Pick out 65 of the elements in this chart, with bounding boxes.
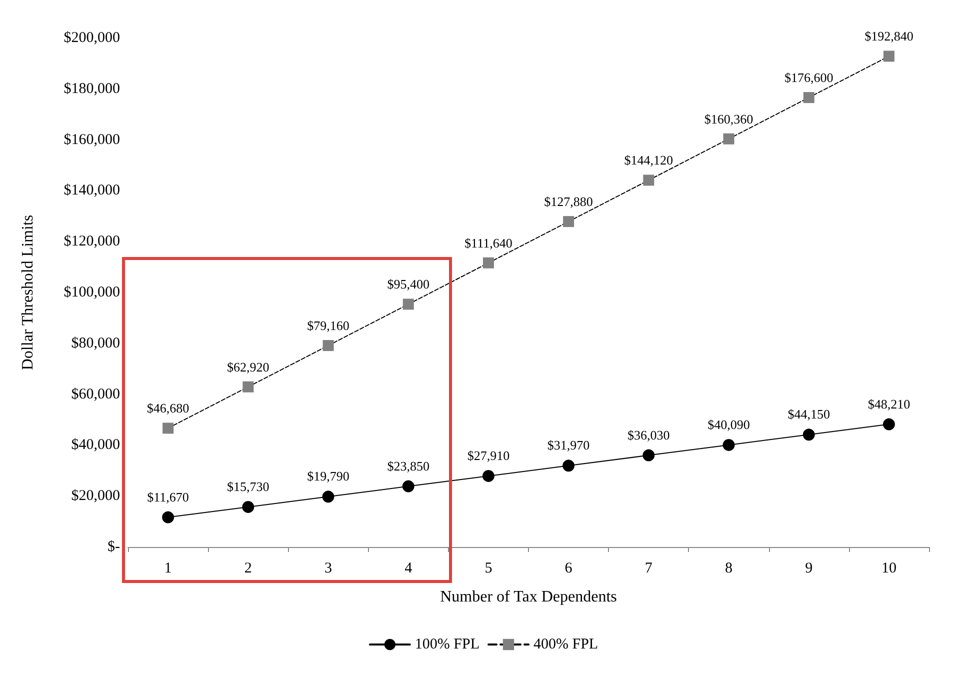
y-tick-label: $80,000: [71, 335, 120, 352]
point: [642, 449, 655, 462]
point: [802, 428, 815, 441]
data-label: $192,840: [864, 28, 914, 44]
point: [882, 418, 895, 430]
point: [803, 92, 814, 104]
legend-label: 400% FPL: [534, 636, 598, 652]
data-label: $36,030: [628, 427, 670, 442]
data-label: $176,600: [784, 70, 834, 86]
x-tick-label: 4: [404, 560, 413, 576]
data-label: $48,210: [868, 396, 910, 412]
data-label: $160,360: [704, 111, 754, 126]
point: [482, 257, 494, 268]
y-tick-label: $180,000: [64, 80, 120, 97]
y-tick-label: $40,000: [71, 437, 120, 454]
y-tick-label: $20,000: [71, 488, 120, 504]
point: [322, 340, 334, 352]
data-label: $111,640: [464, 235, 512, 250]
point: [242, 500, 254, 513]
y-tick-label: $200,000: [64, 30, 120, 46]
data-label: $144,120: [624, 152, 674, 168]
point: [322, 490, 334, 503]
data-label: $44,150: [788, 406, 830, 422]
y-tick-label: $-: [108, 539, 120, 555]
x-tick-label: 6: [564, 560, 573, 576]
data-label: $15,730: [227, 478, 270, 494]
y-tick-label: $60,000: [71, 386, 120, 402]
x-tick-label: 9: [805, 560, 813, 576]
x-tick-label: 1: [164, 560, 172, 576]
data-label: $23,850: [387, 458, 430, 474]
point: [562, 460, 575, 472]
point: [402, 298, 414, 310]
point: [482, 470, 494, 482]
point: [723, 133, 734, 144]
data-label: $31,970: [547, 438, 590, 453]
data-label: $79,160: [307, 318, 350, 334]
x-tick-label: 2: [244, 560, 252, 576]
point: [402, 480, 414, 492]
y-tick-label: $120,000: [64, 234, 120, 250]
data-label: $40,090: [708, 416, 750, 432]
y-tick-label: $140,000: [64, 182, 120, 199]
data-label: $62,920: [227, 359, 270, 374]
point: [883, 50, 894, 62]
x-tick-label: 7: [644, 560, 653, 576]
y-tick-label: $160,000: [64, 132, 120, 148]
data-label: $127,880: [544, 194, 593, 210]
point: [162, 511, 174, 524]
data-label: $11,670: [147, 489, 189, 504]
legend-label: 100% FPL: [414, 636, 480, 652]
x-tick-label: 8: [725, 560, 732, 576]
data-label: $46,680: [146, 400, 190, 416]
data-label: $19,790: [307, 468, 350, 484]
point: [162, 422, 174, 434]
y-axis-title: Dollar Threshold Limits: [20, 214, 36, 370]
x-tick-label: 3: [324, 560, 332, 576]
x-tick-label: 10: [881, 560, 896, 576]
point: [722, 438, 735, 451]
point: [563, 216, 574, 228]
y-tick-label: $100,000: [64, 284, 120, 300]
data-label: $27,910: [467, 448, 510, 463]
point: [242, 381, 254, 392]
x-tick-label: 5: [484, 560, 492, 576]
point: [643, 174, 654, 186]
x-axis-title: Number of Tax Dependents: [440, 588, 617, 606]
data-label: $95,400: [387, 276, 430, 292]
